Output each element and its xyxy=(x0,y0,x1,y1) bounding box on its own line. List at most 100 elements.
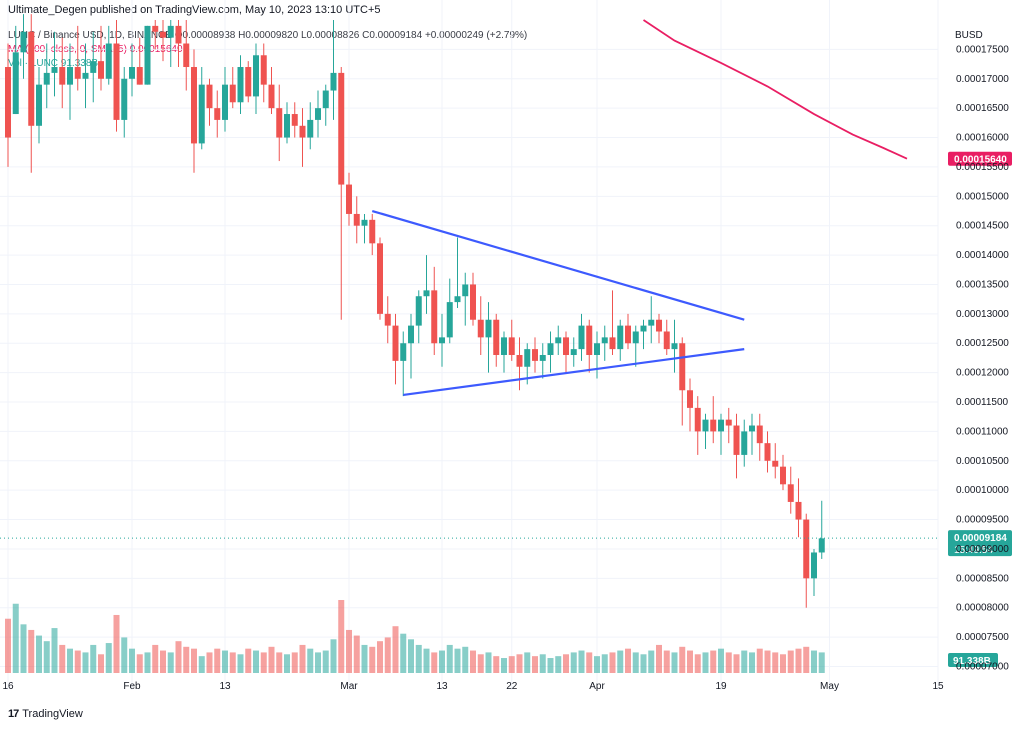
x-tick-label: Apr xyxy=(589,681,605,692)
y-tick-label: 0.00016500 xyxy=(956,103,1009,114)
y-tick-label: 0.00007000 xyxy=(956,661,1009,672)
volume-bar xyxy=(129,648,135,673)
candle-body xyxy=(555,337,562,344)
candle-body xyxy=(105,43,112,79)
candle-body xyxy=(28,31,35,126)
candle-body xyxy=(710,419,717,432)
volume-bar xyxy=(67,648,73,673)
candle-body xyxy=(741,431,748,455)
candle-body xyxy=(400,343,407,361)
volume-bar xyxy=(632,652,639,673)
volume-bars xyxy=(5,600,825,673)
candle-body xyxy=(539,355,546,361)
volume-bar xyxy=(369,646,376,673)
candle-body xyxy=(749,425,755,432)
x-tick-label: 16 xyxy=(2,681,14,692)
volume-bar xyxy=(470,650,476,673)
volume-bar xyxy=(787,650,794,673)
candle-body xyxy=(803,519,810,579)
volume-bar xyxy=(268,646,275,673)
ma-price-badge xyxy=(948,151,1012,166)
volume-bar xyxy=(377,641,383,673)
volume-bar xyxy=(780,654,786,673)
candle-body xyxy=(477,319,484,338)
y-tick-label: 0.00017000 xyxy=(956,74,1009,85)
y-tick-label: 0.00014500 xyxy=(956,221,1009,232)
candle-body xyxy=(640,325,647,332)
volume-bar xyxy=(539,654,546,673)
last-price-badge xyxy=(948,530,1012,557)
volume-bar xyxy=(20,624,27,673)
volume-bar xyxy=(338,600,345,673)
ma200-line xyxy=(643,19,908,160)
candle-body xyxy=(59,67,66,85)
candle-body xyxy=(198,84,205,144)
volume-bar xyxy=(415,644,422,673)
candle-body xyxy=(617,325,624,350)
volume-bar xyxy=(353,635,360,673)
volume-bar xyxy=(687,650,693,673)
y-tick-label: 0.00014000 xyxy=(956,250,1009,261)
volume-bar xyxy=(811,650,817,673)
x-tick-label: 13 xyxy=(436,681,448,692)
y-axis[interactable]: 0.00017500 0.00017000 0.00016500 0.00016000… xyxy=(956,44,1009,672)
x-tick-label: 15 xyxy=(932,681,944,692)
candle-body xyxy=(160,31,166,38)
volume-bar xyxy=(663,650,670,673)
candle-body xyxy=(780,466,786,485)
trendline-upper xyxy=(371,209,745,321)
candle-body xyxy=(694,407,701,432)
candle-body xyxy=(43,72,50,85)
volume-bar xyxy=(803,646,810,673)
candle-body xyxy=(756,425,763,444)
candle-body xyxy=(98,61,104,79)
tradingview-logo[interactable]: 17 TradingView xyxy=(8,708,83,720)
candle-body xyxy=(446,302,453,338)
y-tick-label: 0.00013500 xyxy=(956,279,1009,290)
candle-body xyxy=(718,419,724,432)
y-tick-label: 0.00016000 xyxy=(956,133,1009,144)
candle-body xyxy=(632,331,639,344)
volume-bar xyxy=(229,652,236,673)
candle-body xyxy=(183,43,190,68)
volume-bar xyxy=(299,644,306,673)
volume-bar xyxy=(423,648,430,673)
candle-body xyxy=(346,184,352,214)
last-price-countdown: 15:49:54 xyxy=(954,545,993,556)
volume-bar xyxy=(136,654,143,673)
volume-bar xyxy=(570,652,577,673)
candle-body xyxy=(322,90,329,109)
volume-bar xyxy=(361,644,368,673)
trendline-lower xyxy=(403,348,745,397)
volume-bar xyxy=(36,635,42,673)
volume-bar xyxy=(772,652,779,673)
y-tick-label: 0.00017500 xyxy=(956,44,1009,55)
volume-bar xyxy=(609,652,616,673)
volume-bar xyxy=(12,603,19,673)
y-tick-label: 0.00011000 xyxy=(956,426,1009,437)
candle-body xyxy=(276,108,283,138)
candle-body xyxy=(392,325,399,361)
candle-body xyxy=(601,337,608,344)
candle-body xyxy=(20,31,27,53)
candle-body xyxy=(408,325,414,344)
volume-bar xyxy=(237,654,244,673)
volume-bar xyxy=(392,626,399,673)
candle-body xyxy=(609,337,616,350)
volume-bar xyxy=(206,652,213,673)
volume-bar xyxy=(524,652,531,673)
candle-body xyxy=(121,78,128,120)
volume-bar xyxy=(284,654,290,673)
candle-body xyxy=(338,72,345,185)
volume-bar xyxy=(795,648,802,673)
x-axis[interactable]: 16 Feb 13 Mar 13 22 Apr 19 May 15 xyxy=(2,681,944,692)
candle-body xyxy=(152,25,159,32)
candle-body xyxy=(578,325,585,350)
volume-bar xyxy=(346,629,352,673)
candle-body xyxy=(454,296,461,303)
volume-bar xyxy=(28,629,35,673)
volume-bar xyxy=(384,637,391,673)
volume-bar xyxy=(51,628,58,673)
